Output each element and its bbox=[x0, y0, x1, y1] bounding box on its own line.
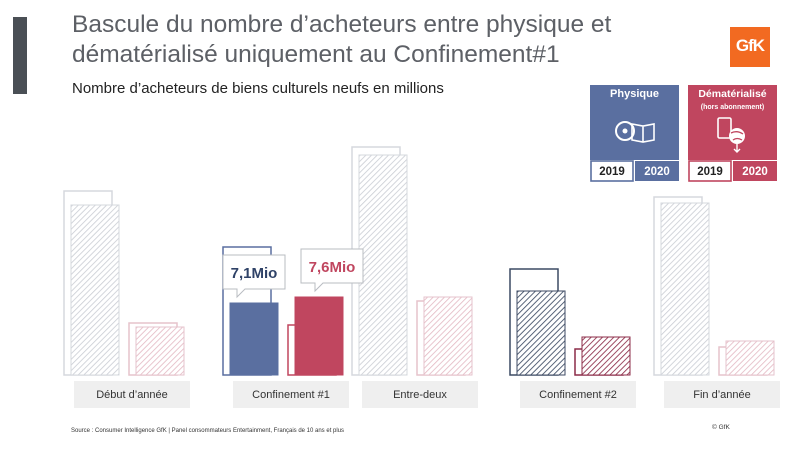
legend-physical-2020-swatch bbox=[635, 161, 679, 181]
category-band-confinement-2 bbox=[520, 381, 636, 408]
bar-group-fin-d-annee bbox=[653, 196, 775, 376]
legend-physical-label: Physique bbox=[610, 88, 659, 100]
category-label-debut-d-annee: Début d’année bbox=[96, 389, 168, 401]
bar-dematerialise-2020-fin-d-annee bbox=[725, 340, 775, 376]
category-labels: Début d’année Confinement #1 Entre-deux Con… bbox=[74, 381, 780, 408]
legend-digital-2019: 2019 bbox=[697, 166, 723, 178]
bar-physique-2020-fin-d-annee bbox=[660, 202, 710, 376]
legend-digital-sublabel: (hors abonnement) bbox=[701, 104, 764, 111]
side-accent-bar bbox=[13, 17, 27, 94]
callout-physique: 7,1Mio bbox=[222, 254, 286, 299]
category-band-confinement-1 bbox=[233, 381, 349, 408]
bar-dematerialise-2020-debut-d-annee bbox=[135, 326, 185, 376]
bar-group-confinement-2 bbox=[509, 268, 631, 376]
callouts: 7,1Mio 7,6Mio bbox=[222, 248, 364, 299]
gfk-logo: GfK bbox=[730, 27, 770, 67]
legend: Physique 2019 2020 Dématérialisé (hors a… bbox=[590, 85, 777, 182]
legend-digital-2020-swatch bbox=[733, 161, 777, 181]
callout-box-physique bbox=[222, 254, 286, 299]
bar-physique-2020-confinement-2 bbox=[516, 290, 566, 376]
bar-group-debut-d-annee bbox=[63, 190, 185, 376]
bar-group-confinement-1 bbox=[222, 246, 344, 376]
category-label-confinement-1: Confinement #1 bbox=[252, 389, 330, 401]
callout-dematerialise: 7,6Mio bbox=[300, 248, 364, 293]
legend-physical-2020: 2020 bbox=[644, 166, 670, 178]
category-label-entre-deux: Entre-deux bbox=[393, 389, 447, 401]
bar-physique-2020-confinement-1 bbox=[229, 302, 279, 376]
legend-physical: Physique 2019 2020 bbox=[590, 85, 679, 182]
disc-and-book-icon bbox=[615, 121, 655, 143]
category-band-debut-d-annee bbox=[74, 381, 190, 408]
bar-group-entre-deux bbox=[351, 146, 473, 376]
legend-physical-2019-swatch bbox=[590, 160, 634, 182]
category-label-fin-d-annee: Fin d’année bbox=[693, 389, 751, 401]
category-band-fin-d-annee bbox=[664, 381, 780, 408]
category-band-entre-deux bbox=[362, 381, 478, 408]
legend-physical-2019: 2019 bbox=[599, 166, 625, 178]
callout-text-dematerialise: 7,6Mio bbox=[309, 259, 356, 276]
legend-digital: Dématérialisé (hors abonnement) 2019 202… bbox=[688, 85, 777, 182]
legend-digital-2020: 2020 bbox=[742, 166, 768, 178]
copyright: © GfK bbox=[712, 424, 730, 431]
bar-groups bbox=[63, 146, 775, 376]
bar-dematerialise-2020-entre-deux bbox=[423, 296, 473, 376]
bar-dematerialise-2020-confinement-1 bbox=[294, 296, 344, 376]
callout-box-dematerialise bbox=[300, 248, 364, 293]
source-note: Source : Consumer Intelligence GfK | Pan… bbox=[71, 428, 345, 434]
category-label-confinement-2: Confinement #2 bbox=[539, 389, 617, 401]
bar-dematerialise-2020-confinement-2 bbox=[581, 336, 631, 376]
gfk-logo-text: GfK bbox=[735, 36, 765, 55]
bar-physique-2020-entre-deux bbox=[358, 154, 408, 376]
chart-subtitle: Nombre d’acheteurs de biens culturels ne… bbox=[72, 80, 444, 97]
legend-digital-swatch bbox=[688, 85, 777, 160]
bar-physique-2020-debut-d-annee bbox=[70, 204, 120, 376]
legend-digital-2019-swatch bbox=[688, 160, 732, 182]
page-title: Bascule du nombre d’acheteurs entre phys… bbox=[72, 11, 612, 68]
tablet-and-globe-icon bbox=[717, 117, 745, 153]
legend-digital-label: Dématérialisé bbox=[698, 88, 766, 100]
legend-physical-swatch bbox=[590, 85, 679, 160]
callout-text-physique: 7,1Mio bbox=[231, 265, 278, 282]
